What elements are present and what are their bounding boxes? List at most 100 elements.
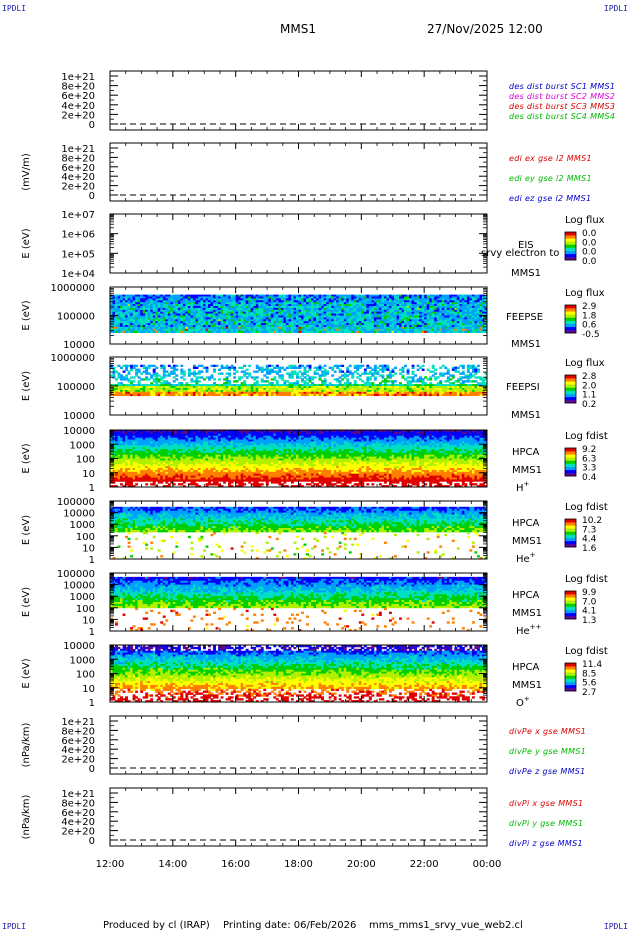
colorbar-swatch (565, 375, 576, 379)
legend-entry: divPi z gse MMS1 (509, 839, 583, 848)
species-label: He+ (516, 551, 536, 565)
colorbar-swatch (565, 238, 576, 242)
legend-entry: des dist burst SC3 MMS3 (509, 102, 615, 111)
colorbar-swatch (565, 663, 576, 667)
colorbar-swatch (565, 463, 576, 467)
y-tick-label: 1000000 (50, 353, 95, 364)
colorbar-title: Log flux (565, 215, 605, 226)
y-tick-label: 1000 (70, 440, 95, 451)
legend-entry: edi ey gse l2 MMS1 (509, 174, 592, 183)
colorbar-tick-label: 7.0 (582, 597, 597, 607)
y-tick-label: 1e+21 (61, 144, 95, 155)
colorbar-swatch (565, 519, 576, 523)
colorbar-swatch (565, 522, 576, 526)
colorbar-swatch (565, 448, 576, 452)
corner-label-top-right: IPDLI (603, 4, 628, 13)
colorbar-swatch (565, 308, 576, 312)
colorbar-tick-label: 2.8 (582, 372, 597, 382)
corner-label-top-left: IPDLI (2, 4, 27, 13)
colorbar-swatch (565, 600, 576, 604)
colorbar-swatch (565, 537, 576, 542)
instrument-label: HPCA (512, 518, 540, 529)
spacecraft-label: MMS1 (512, 465, 542, 476)
colorbar-tick-label: 0.0 (582, 257, 597, 267)
footer-script-name: mms_mms1_srvy_vue_web2.cl (369, 920, 523, 931)
plot-datetime: 27/Nov/2025 12:00 (427, 22, 543, 36)
panel-frame (109, 213, 488, 274)
colorbar-title: Log fdist (565, 646, 608, 657)
colorbar-swatch (565, 543, 576, 548)
y-tick-label: 10000 (63, 340, 95, 351)
y-axis-label: E (eV) (21, 300, 32, 330)
colorbar-swatch (565, 681, 576, 686)
colorbar-swatch (565, 393, 576, 398)
colorbar-tick-label: 7.3 (582, 525, 596, 535)
panel-frame (109, 142, 488, 202)
colorbar-title: Log fdist (565, 431, 608, 442)
colorbar-tick-label: 0.0 (582, 229, 597, 239)
colorbar-tick-label: 8.5 (582, 669, 596, 679)
y-axis-label: E (eV) (21, 228, 32, 258)
x-tick-label: 18:00 (284, 859, 313, 870)
colorbar-swatch (565, 451, 576, 455)
colorbar-tick-label: 1.8 (582, 311, 597, 321)
y-tick-label: 1 (89, 627, 95, 638)
legend-entry: des dist burst SC2 MMS2 (509, 92, 615, 101)
legend-entry: edi ez gse l2 MMS1 (509, 194, 591, 203)
y-axis-label: (nPa/km) (21, 723, 32, 768)
instrument-label: HPCA (512, 590, 540, 601)
y-axis-label: E (eV) (21, 371, 32, 401)
panel-hpca_o: 10000 1000 100 10 1 E (eV) HPCA MMS1 O+ Log fdist… (21, 641, 608, 709)
spacecraft-label: MMS1 (512, 680, 542, 691)
corner-label-bottom-right: IPDLI (603, 922, 628, 931)
y-tick-label: 1e+05 (61, 249, 95, 260)
colorbar-tick-label: 2.0 (582, 381, 597, 391)
y-tick-label: 4e+20 (61, 101, 95, 112)
colorbar-swatch (565, 615, 576, 620)
y-tick-label: 100 (76, 455, 95, 466)
x-tick-label: 14:00 (158, 859, 187, 870)
y-axis-label: E (eV) (21, 587, 32, 617)
colorbar-swatch (565, 684, 576, 689)
y-tick-label: 10000 (63, 426, 95, 437)
colorbar-swatch (565, 666, 576, 670)
colorbar-swatch (565, 320, 576, 324)
y-tick-label: 0 (89, 191, 95, 202)
spacecraft-label: MMS1 (511, 268, 541, 279)
panel-hpca_h: 10000 1000 100 10 1 E (eV) HPCA MMS1 H+ Log fdist… (21, 426, 608, 494)
y-tick-label: 1000 (70, 592, 95, 603)
y-tick-label: 100000 (57, 382, 95, 393)
instrument-label: FEEPSI (506, 382, 540, 393)
y-tick-label: 2e+20 (61, 755, 95, 766)
plot-title: MMS1 (280, 22, 316, 36)
y-tick-label: 1e+04 (61, 269, 95, 280)
x-tick-label: 16:00 (221, 859, 250, 870)
y-tick-label: 2e+20 (61, 110, 95, 121)
colorbar-frame (564, 662, 577, 692)
colorbar-swatch (565, 469, 576, 474)
colorbar-title: Log fdist (565, 502, 608, 513)
y-tick-label: 1e+07 (61, 210, 95, 221)
y-tick-label: 100000 (57, 497, 95, 508)
instrument-label: HPCA (512, 447, 540, 458)
colorbar-tick-label: 4.4 (582, 535, 597, 545)
time-axis: 12:00 14:00 16:00 18:00 20:00 22:00 00:00 (96, 859, 502, 870)
colorbar-tick-label: 2.7 (582, 688, 596, 698)
colorbar-tick-label: 6.3 (582, 454, 596, 464)
x-tick-label: 12:00 (96, 859, 125, 870)
colorbar-swatch (565, 678, 576, 682)
y-tick-label: 10 (82, 543, 95, 554)
colorbar-swatch (565, 531, 576, 535)
y-tick-label: 10 (82, 684, 95, 695)
footer-printing-date: Printing date: 06/Feb/2026 (223, 920, 357, 931)
y-axis-label: E (eV) (21, 658, 32, 688)
y-tick-label: 2e+20 (61, 827, 95, 838)
colorbar-swatch (565, 390, 576, 394)
colorbar-tick-label: 9.9 (582, 588, 597, 598)
colorbar-swatch (565, 591, 576, 595)
y-tick-label: 6e+20 (61, 91, 95, 102)
y-tick-label: 100 (76, 670, 95, 681)
colorbar-swatch (565, 612, 576, 617)
legend-entry: divPe y gse MMS1 (509, 747, 586, 756)
